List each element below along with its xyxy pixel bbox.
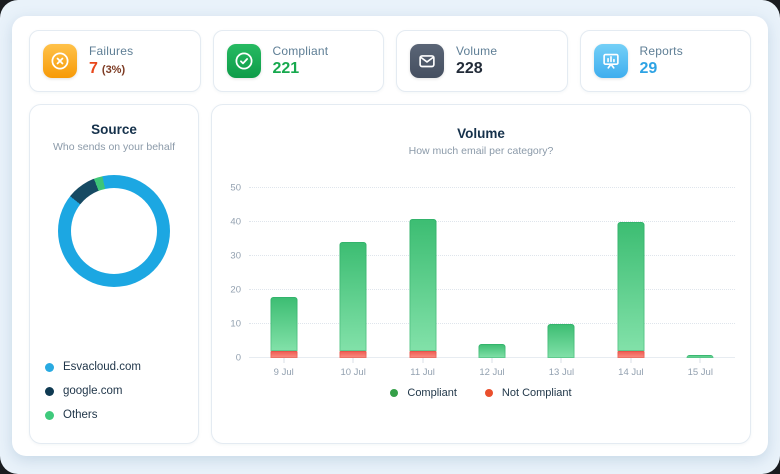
presentation-chart-icon [593,44,628,78]
y-axis-label: 10 [230,318,241,330]
gridline: 30 [230,251,735,262]
y-axis-label: 0 [235,352,241,364]
main-panel: Failures 7 (3%) Compliant 221 [12,16,768,456]
legend-label: Others [63,409,98,421]
stat-card-failures[interactable]: Failures 7 (3%) [29,30,201,92]
donut-hole [71,188,157,274]
stat-value: 29 [639,60,658,77]
x-axis-tick [630,358,632,363]
stat-value: 7 [89,60,98,77]
bar-not-compliant [339,351,367,358]
gridline: 50 [230,183,735,194]
check-circle-icon [226,44,261,78]
source-legend: Esvacloud.com google.com Others [45,361,141,421]
x-axis-tick [283,358,285,363]
bar-not-compliant [409,351,437,358]
gridline: 10 [230,319,735,330]
stat-label: Volume [456,44,498,58]
volume-card-title: Volume [457,126,505,141]
legend-dot [45,386,54,396]
volume-legend: Compliant Not Compliant [212,387,750,399]
stat-card-compliant[interactable]: Compliant 221 [212,30,384,92]
stat-card-volume[interactable]: Volume 228 [396,30,568,92]
volume-card-subtitle: How much email per category? [408,145,554,157]
source-legend-item[interactable]: Esvacloud.com [45,361,141,373]
volume-card: Volume How much email per category? 0 10 2… [211,104,751,444]
source-legend-item[interactable]: Others [45,409,141,421]
bar-compliant [409,218,437,352]
source-card-title: Source [91,122,137,137]
x-axis-tick [491,358,493,363]
stat-card-reports[interactable]: Reports 29 [579,30,751,92]
x-axis-tick [422,358,424,363]
x-axis-tick [699,358,701,363]
x-axis-label: 13 Jul [548,367,575,378]
bar-compliant [617,222,645,352]
stat-label: Failures [89,44,134,58]
x-axis-label: 10 Jul [340,367,366,378]
y-axis-label: 50 [230,182,241,194]
stat-value: 221 [272,60,300,77]
source-donut-chart [58,175,170,287]
legend-label: Esvacloud.com [63,361,141,373]
x-axis-label: 11 Jul [410,367,435,378]
source-card-subtitle: Who sends on your behalf [53,141,175,153]
stat-value: 228 [456,60,483,77]
stats-row: Failures 7 (3%) Compliant 221 [29,30,751,92]
source-legend-item[interactable]: google.com [45,385,141,397]
bar-compliant [686,354,714,358]
source-card: Source Who sends on your behalf Esvaclou… [29,104,199,444]
legend-dot [45,362,54,372]
x-axis-label: 15 Jul [687,367,713,378]
x-axis-label: 14 Jul [618,367,644,378]
x-axis-label: 9 Jul [273,367,294,378]
stat-label: Compliant [272,44,329,58]
legend-label: Not Compliant [501,387,572,399]
envelope-icon [410,44,444,78]
bar-not-compliant [270,351,298,358]
y-axis-label: 40 [230,216,241,228]
volume-plot: 0 10 20 30 40 50 9 Jul 10 Jul 11 Jul 12 Jul 13 Jul… [230,183,735,378]
volume-legend-item[interactable]: Not Compliant [484,387,572,399]
legend-label: Compliant [407,387,457,399]
legend-dot [390,389,399,397]
bar-compliant [339,242,367,352]
bar-compliant [478,344,506,358]
legend-dot [45,410,54,420]
stat-suffix: (3%) [101,64,126,76]
x-axis-tick [560,358,562,363]
bar-not-compliant [617,351,645,358]
volume-legend-item[interactable]: Compliant [390,387,457,399]
gridline: 20 [230,285,735,296]
x-axis-label: 12 Jul [479,367,505,378]
y-axis-label: 20 [230,284,241,296]
bar-compliant [547,324,575,358]
bar-compliant [270,296,298,352]
x-axis-tick [352,358,354,363]
y-axis-label: 30 [230,250,241,262]
legend-dot [484,389,493,397]
stat-label: Reports [639,44,683,58]
x-circle-icon [43,44,77,78]
legend-label: google.com [63,385,123,397]
gridline: 40 [230,217,735,228]
